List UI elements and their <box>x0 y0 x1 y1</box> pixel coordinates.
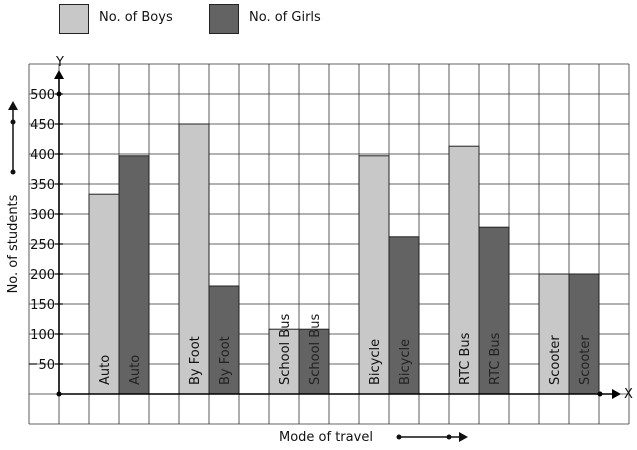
bar-label: School Bus <box>308 314 323 385</box>
x-axis-title-arrow-icon <box>396 432 468 442</box>
x-axis-end-dot <box>597 391 603 397</box>
y-tick-label: 100 <box>30 328 55 343</box>
bar-girls-auto <box>118 155 150 395</box>
bar-girls-school-bus <box>298 328 330 395</box>
legend-swatch-boys <box>59 4 89 34</box>
bar-label: By Foot <box>188 336 203 385</box>
bar-label: Scooter <box>578 335 593 385</box>
bar-label: Bicycle <box>368 339 383 385</box>
bar-girls-bicycle <box>388 236 420 395</box>
x-axis-title: Mode of travel <box>279 430 373 445</box>
y-tick-label: 250 <box>30 238 55 253</box>
bar-boys-by-foot <box>178 123 210 395</box>
bar-girls-by-foot <box>208 285 240 395</box>
legend-label-girls: No. of Girls <box>249 10 321 25</box>
bar-label: Auto <box>98 355 113 385</box>
y-ticks: 50 100 150 200 250 300 350 400 450 500 <box>29 88 63 373</box>
bar-label: Auto <box>128 355 143 385</box>
legend-label-boys: No. of Boys <box>99 10 173 25</box>
y-tick-label: 400 <box>30 148 55 163</box>
bar-label: Scooter <box>548 335 563 385</box>
bar-boys-school-bus <box>268 328 300 395</box>
bar-girls-scooter <box>568 273 600 395</box>
x-axis-letter: X <box>624 387 633 402</box>
bar-label: RTC Bus <box>488 332 503 385</box>
y-tick-label: 500 <box>30 88 55 103</box>
y-tick-label: 150 <box>30 298 55 313</box>
bar-boys-bicycle <box>358 155 390 395</box>
y-tick-label: 200 <box>30 268 55 283</box>
bar-label: RTC Bus <box>458 332 473 385</box>
y-tick-label: 300 <box>30 208 55 223</box>
origin-dot <box>56 391 62 397</box>
x-axis-arrow-icon <box>612 389 621 399</box>
y-axis-letter: Y <box>55 55 64 70</box>
y-axis-title: No. of students <box>6 194 21 293</box>
bar-girls-rtc-bus <box>478 226 510 395</box>
axes <box>54 70 621 399</box>
bar-label: Bicycle <box>398 339 413 385</box>
bars: Auto Auto By Foot By Foot School Bus School B… <box>88 123 600 395</box>
legend-swatch-girls <box>209 4 239 34</box>
y-axis-arrow-icon <box>54 70 64 79</box>
bar-label: By Foot <box>218 336 233 385</box>
y-tick-label: 450 <box>30 118 55 133</box>
y-axis-title-arrow-icon <box>8 101 18 175</box>
bar-label: School Bus <box>278 314 293 385</box>
y-tick-label: 350 <box>30 178 55 193</box>
y-tick-label: 50 <box>38 358 55 373</box>
